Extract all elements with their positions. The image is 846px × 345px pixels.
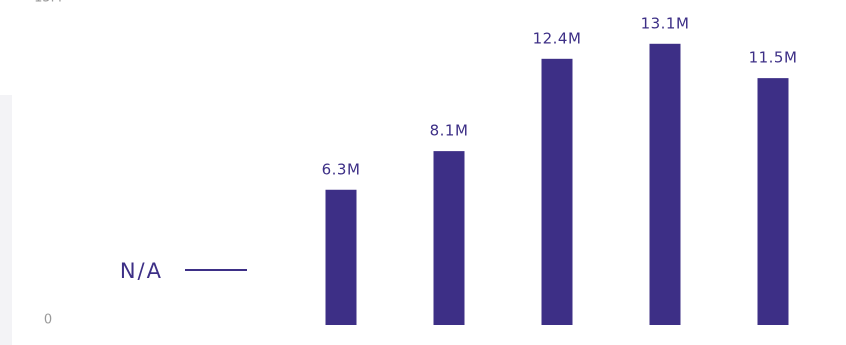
bar — [325, 189, 357, 325]
bar — [433, 151, 465, 325]
y-tick-label: 0 — [44, 313, 52, 328]
value-label: 11.5M — [749, 49, 798, 67]
bar — [649, 43, 681, 325]
value-label: 8.1M — [430, 122, 469, 140]
value-label: 12.4M — [533, 29, 582, 47]
bar — [541, 58, 573, 326]
bar — [757, 78, 789, 325]
value-label: 6.3M — [322, 160, 361, 178]
value-label: 13.1M — [641, 14, 690, 32]
y-tick-label: 15M — [34, 0, 62, 6]
side-panel — [0, 95, 12, 345]
na-label: N/A — [120, 259, 163, 283]
